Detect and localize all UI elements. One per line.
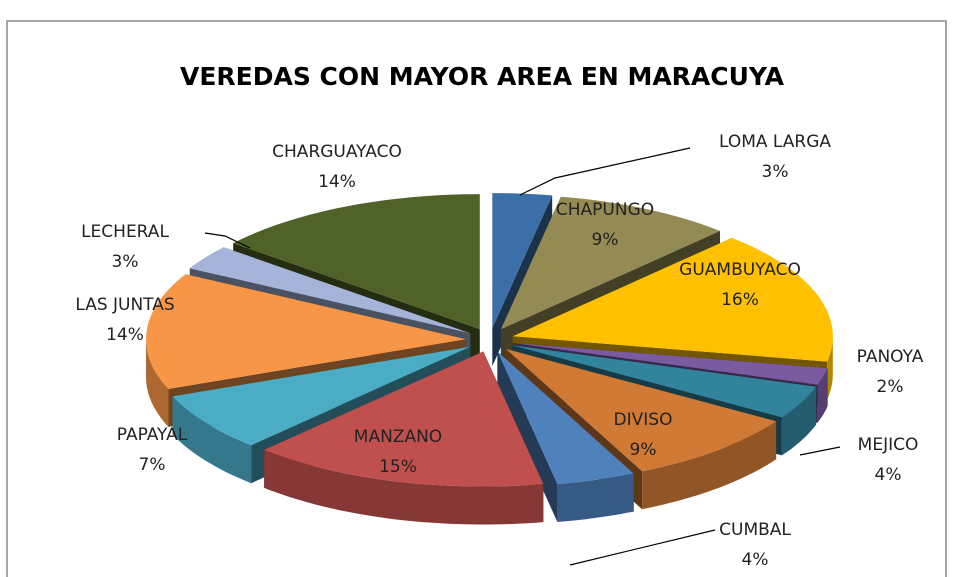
slice-top: [233, 194, 480, 330]
slice-wall: [146, 339, 169, 427]
slice-wall: [827, 336, 833, 400]
slice-value-label: 4%: [875, 465, 902, 485]
slice: [264, 351, 544, 525]
slice-value-label: 9%: [630, 440, 657, 460]
slice-value-label: 2%: [877, 377, 904, 397]
slice-top: [497, 351, 634, 484]
slice-label: LECHERAL: [81, 222, 169, 242]
chart-title: VEREDAS CON MAYOR AREA EN MARACUYA: [180, 62, 785, 91]
slice-top: [492, 193, 553, 329]
slice-label: GUAMBUYACO: [679, 260, 801, 280]
slice-label: CHARGUAYACO: [272, 142, 402, 162]
slice-value-label: 16%: [721, 290, 759, 310]
leader-line: [204, 232, 251, 249]
slice-top: [172, 346, 471, 446]
slice-wall: [557, 473, 634, 522]
slice-top: [500, 196, 720, 330]
slice-top: [505, 349, 777, 472]
slice-value-label: 15%: [379, 457, 417, 477]
slice-label: CHAPUNGO: [556, 200, 654, 220]
slice-label: LOMA LARGA: [719, 132, 831, 152]
slice: [497, 351, 634, 522]
slice-value-label: 3%: [762, 162, 789, 182]
slice-top: [189, 247, 471, 334]
slice-label: CUMBAL: [719, 520, 791, 540]
slice-value-label: 3%: [112, 252, 139, 272]
slice-wall: [817, 368, 828, 423]
leader-line: [519, 147, 691, 196]
slice-label: LAS JUNTAS: [75, 295, 174, 315]
slice-top: [511, 345, 817, 418]
slice-label: MANZANO: [354, 427, 442, 447]
slice-value-label: 7%: [139, 455, 166, 475]
slice-label: DIVISO: [614, 410, 673, 430]
slice-label: PANOYA: [857, 347, 924, 367]
slice-value-label: 4%: [742, 550, 769, 570]
slice-top: [264, 351, 544, 487]
slice-wall: [781, 386, 817, 456]
slice-top: [512, 237, 833, 362]
slice-value-label: 9%: [592, 230, 619, 250]
slice-top: [146, 274, 466, 389]
leader-line: [799, 446, 841, 456]
slice-value-label: 14%: [106, 325, 144, 345]
slice-label: MEJICO: [858, 435, 919, 455]
leader-line: [569, 529, 716, 566]
slice-top: [513, 343, 828, 385]
slice-value-label: 14%: [318, 172, 356, 192]
slice-wall: [264, 449, 544, 525]
slice-wall: [642, 421, 777, 510]
slice-wall: [172, 396, 252, 484]
slice-side: [497, 351, 558, 522]
slice-label: PAPAYAL: [117, 425, 188, 445]
